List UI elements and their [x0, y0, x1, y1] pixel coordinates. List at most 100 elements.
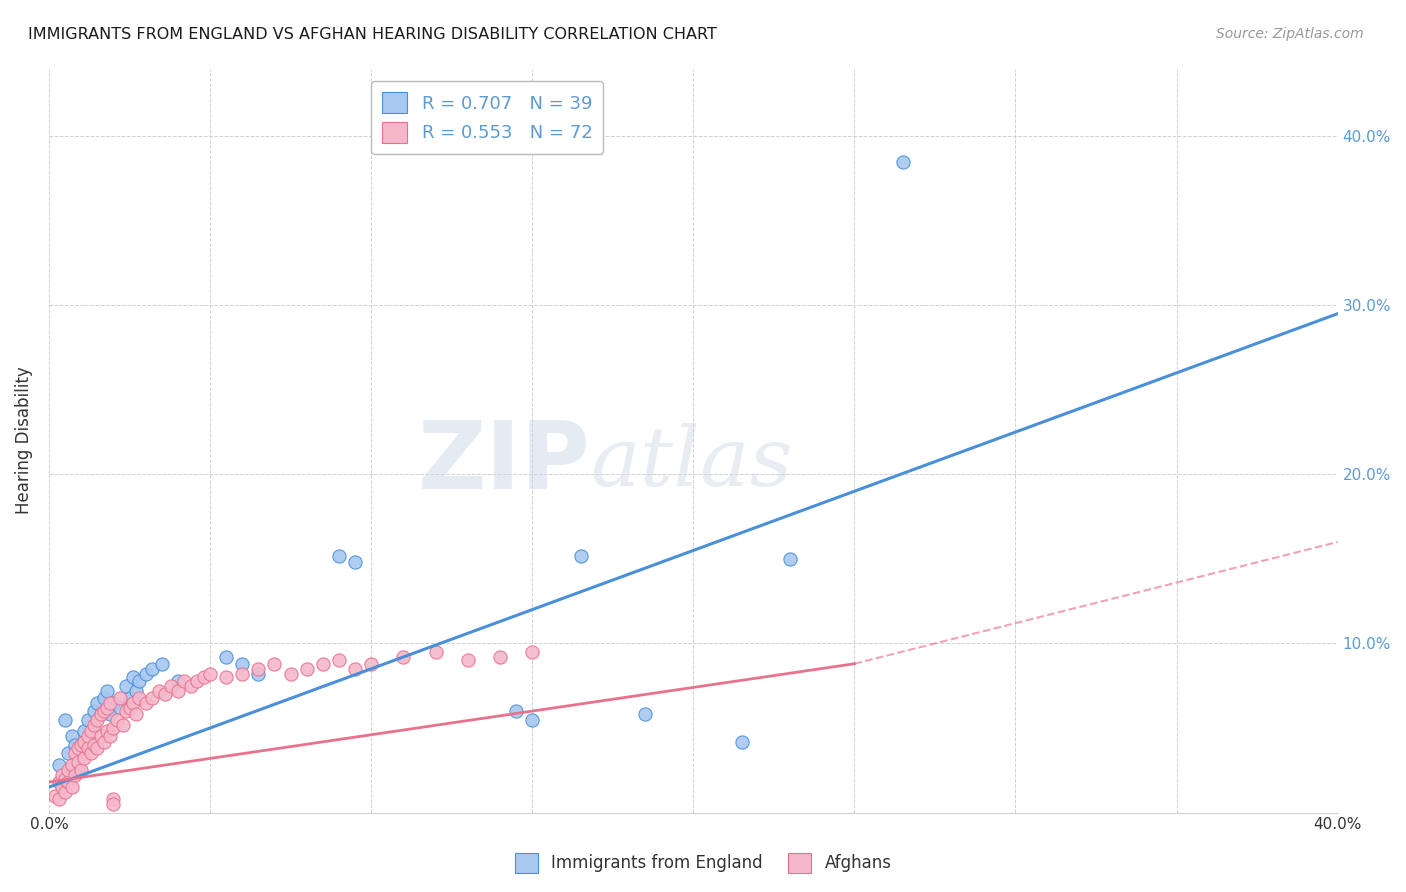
Point	[48, 775, 70, 789]
Point	[44, 789, 66, 803]
Point	[66, 764, 89, 778]
Point	[63, 738, 86, 752]
Point	[344, 555, 367, 569]
Point	[328, 549, 350, 563]
Point	[121, 670, 143, 684]
Legend: Immigrants from England, Afghans: Immigrants from England, Afghans	[508, 847, 898, 880]
Point	[112, 717, 135, 731]
Point	[312, 657, 335, 671]
Point	[51, 768, 73, 782]
Point	[58, 764, 80, 778]
Point	[160, 679, 183, 693]
Point	[425, 645, 447, 659]
Point	[730, 734, 752, 748]
Point	[150, 657, 173, 671]
Text: Source: ZipAtlas.com: Source: ZipAtlas.com	[1216, 27, 1364, 41]
Point	[125, 683, 148, 698]
Point	[63, 747, 86, 761]
Point	[70, 738, 93, 752]
Point	[141, 690, 163, 705]
Point	[231, 666, 253, 681]
Point	[779, 552, 801, 566]
Point	[86, 713, 108, 727]
Point	[166, 673, 188, 688]
Point	[148, 683, 170, 698]
Point	[86, 696, 108, 710]
Point	[115, 704, 138, 718]
Point	[118, 700, 141, 714]
Point	[103, 797, 125, 811]
Point	[70, 741, 93, 756]
Point	[83, 738, 105, 752]
Point	[103, 792, 125, 806]
Point	[96, 724, 118, 739]
Point	[86, 741, 108, 756]
Point	[457, 653, 479, 667]
Point	[58, 775, 80, 789]
Point	[66, 741, 89, 756]
Point	[128, 673, 150, 688]
Point	[83, 704, 105, 718]
Point	[60, 758, 83, 772]
Point	[76, 730, 98, 744]
Point	[280, 666, 302, 681]
Point	[105, 713, 128, 727]
Point	[53, 772, 76, 786]
Point	[83, 717, 105, 731]
Point	[489, 650, 512, 665]
Point	[569, 549, 592, 563]
Point	[48, 758, 70, 772]
Point	[48, 792, 70, 806]
Point	[186, 673, 208, 688]
Point	[93, 690, 115, 705]
Point	[128, 690, 150, 705]
Point	[98, 730, 121, 744]
Point	[360, 657, 382, 671]
Point	[135, 696, 157, 710]
Point	[231, 657, 253, 671]
Legend: R = 0.707   N = 39, R = 0.553   N = 72: R = 0.707 N = 39, R = 0.553 N = 72	[371, 81, 603, 153]
Point	[115, 679, 138, 693]
Point	[891, 154, 914, 169]
Point	[121, 696, 143, 710]
Point	[522, 713, 544, 727]
Point	[392, 650, 415, 665]
Point	[198, 666, 221, 681]
Y-axis label: Hearing Disability: Hearing Disability	[15, 367, 32, 515]
Point	[73, 751, 96, 765]
Point	[505, 704, 527, 718]
Point	[76, 713, 98, 727]
Point	[89, 730, 111, 744]
Point	[108, 690, 131, 705]
Point	[103, 721, 125, 735]
Point	[70, 764, 93, 778]
Point	[108, 700, 131, 714]
Point	[80, 747, 103, 761]
Point	[328, 653, 350, 667]
Point	[215, 670, 238, 684]
Point	[141, 662, 163, 676]
Point	[247, 662, 270, 676]
Point	[58, 747, 80, 761]
Point	[53, 785, 76, 799]
Point	[89, 707, 111, 722]
Point	[60, 780, 83, 794]
Point	[103, 696, 125, 710]
Point	[153, 687, 176, 701]
Point	[80, 724, 103, 739]
Text: IMMIGRANTS FROM ENGLAND VS AFGHAN HEARING DISABILITY CORRELATION CHART: IMMIGRANTS FROM ENGLAND VS AFGHAN HEARIN…	[28, 27, 717, 42]
Point	[89, 707, 111, 722]
Point	[73, 724, 96, 739]
Point	[180, 679, 202, 693]
Point	[215, 650, 238, 665]
Point	[93, 704, 115, 718]
Point	[60, 730, 83, 744]
Point	[80, 734, 103, 748]
Point	[295, 662, 318, 676]
Point	[98, 696, 121, 710]
Point	[247, 666, 270, 681]
Point	[73, 734, 96, 748]
Point	[193, 670, 215, 684]
Point	[166, 683, 188, 698]
Point	[66, 755, 89, 769]
